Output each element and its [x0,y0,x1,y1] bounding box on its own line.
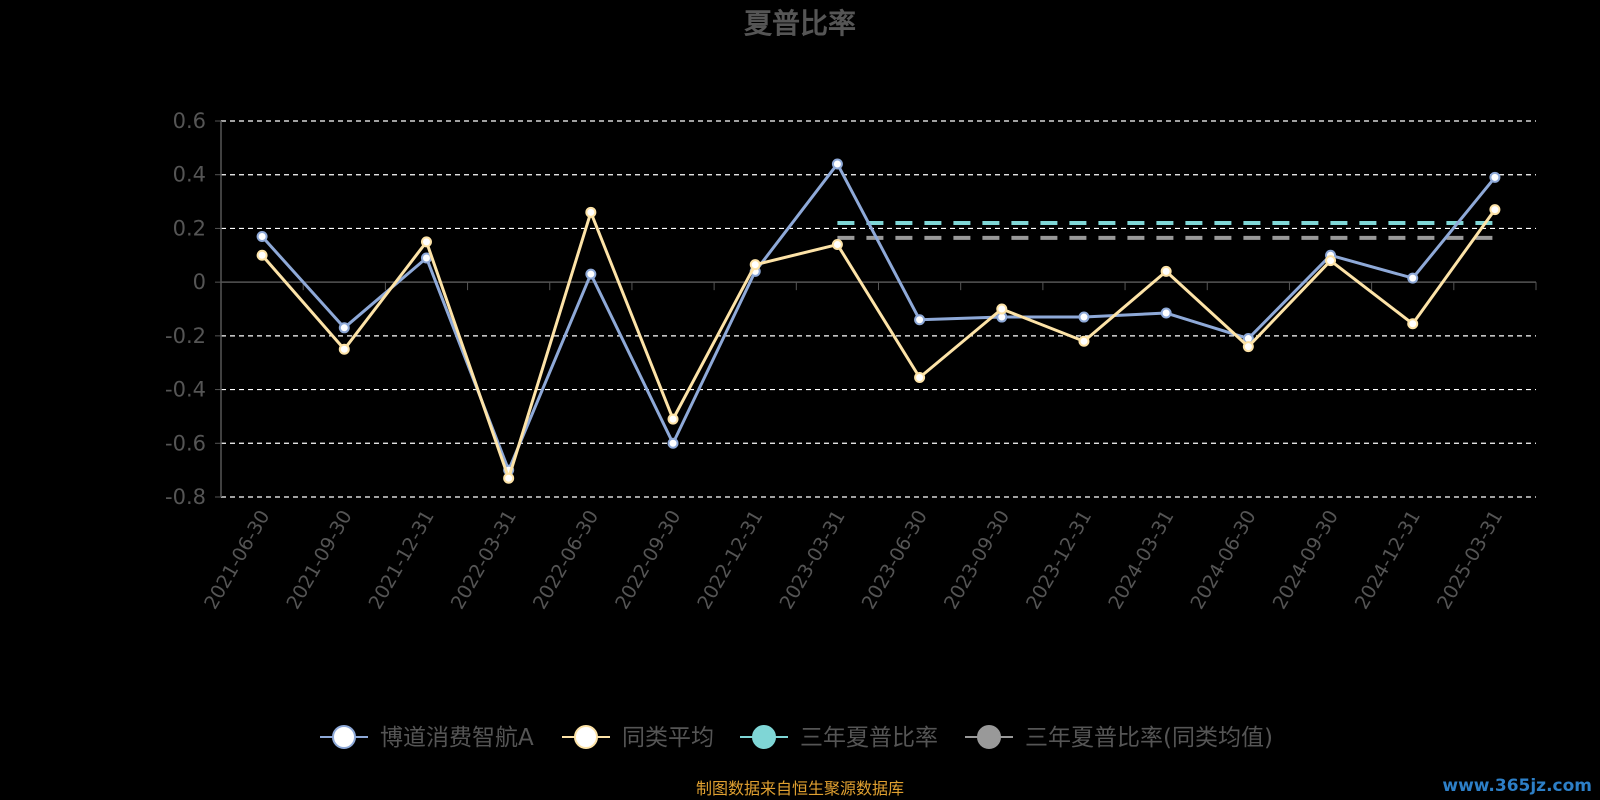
legend-marker [332,725,356,749]
data-point [1489,171,1501,183]
x-tick-label: 2024-12-31 [1351,507,1425,614]
data-point [1407,318,1419,330]
chart-title: 夏普比率 [744,7,856,40]
data-point [831,158,843,170]
data-point [1489,204,1501,216]
x-tick-label: 2021-06-30 [200,507,274,614]
data-point [256,230,268,242]
x-tick-label: 2023-09-30 [940,507,1014,614]
legend-label: 三年夏普比率(同类均值) [1025,725,1273,751]
data-point [585,268,597,280]
data-point [914,371,926,383]
y-tick-label: 0 [193,270,206,294]
legend-marker [752,725,776,749]
x-tick-label: 2024-03-31 [1104,507,1178,614]
x-tick-label: 2022-09-30 [611,507,685,614]
data-point [1242,341,1254,353]
x-tick-label: 2023-12-31 [1022,507,1096,614]
y-tick-label: 0.2 [173,216,206,240]
x-tick-label: 2021-09-30 [282,507,356,614]
watermark: www.365jz.com [1442,776,1592,796]
legend-label: 同类平均 [622,725,714,751]
y-tick-label: -0.8 [165,485,206,509]
legend-label: 博道消费智航A [380,725,534,751]
legend-marker [977,725,1001,749]
x-tick-label: 2024-06-30 [1186,507,1260,614]
data-point [996,303,1008,315]
data-point [420,236,432,248]
data-point [1078,335,1090,347]
legend-label: 三年夏普比率 [800,725,938,751]
data-point [749,259,761,271]
x-tick-label: 2022-06-30 [529,507,603,614]
data-point [1160,265,1172,277]
data-point [338,322,350,334]
x-tick-label: 2023-06-30 [858,507,932,614]
data-point [667,413,679,425]
x-tick-label: 2024-09-30 [1269,507,1343,614]
data-point [1325,255,1337,267]
data-point [831,239,843,251]
x-tick-label: 2022-03-31 [447,507,521,614]
grid-lines [221,120,1536,498]
y-tick-label: -0.6 [165,431,206,455]
data-point [1078,311,1090,323]
data-point [914,314,926,326]
data-point [256,249,268,261]
y-tick-label: -0.2 [165,324,206,348]
series-line [260,208,1497,480]
x-tick-label: 2023-03-31 [775,507,849,614]
data-point [667,437,679,449]
data-point [585,206,597,218]
data-point [1160,307,1172,319]
data-source-note: 制图数据来自恒生聚源数据库 [696,779,904,798]
series-line [260,162,1497,472]
legend-marker [574,725,598,749]
y-tick-label: 0.4 [173,163,206,187]
data-point [503,472,515,484]
y-tick-label: 0.6 [173,109,206,133]
data-point [1407,272,1419,284]
y-tick-label: -0.4 [165,378,206,402]
legend: 博道消费智航A 同类平均 三年夏普比率 三年夏普比率(同类均值) [320,725,1273,751]
reference-lines [837,221,1495,240]
data-point [338,343,350,355]
x-tick-label: 2021-12-31 [365,507,439,614]
x-tick-label: 2022-12-31 [693,507,767,614]
x-tick-label: 2025-03-31 [1433,507,1507,614]
series-lines [256,158,1501,484]
